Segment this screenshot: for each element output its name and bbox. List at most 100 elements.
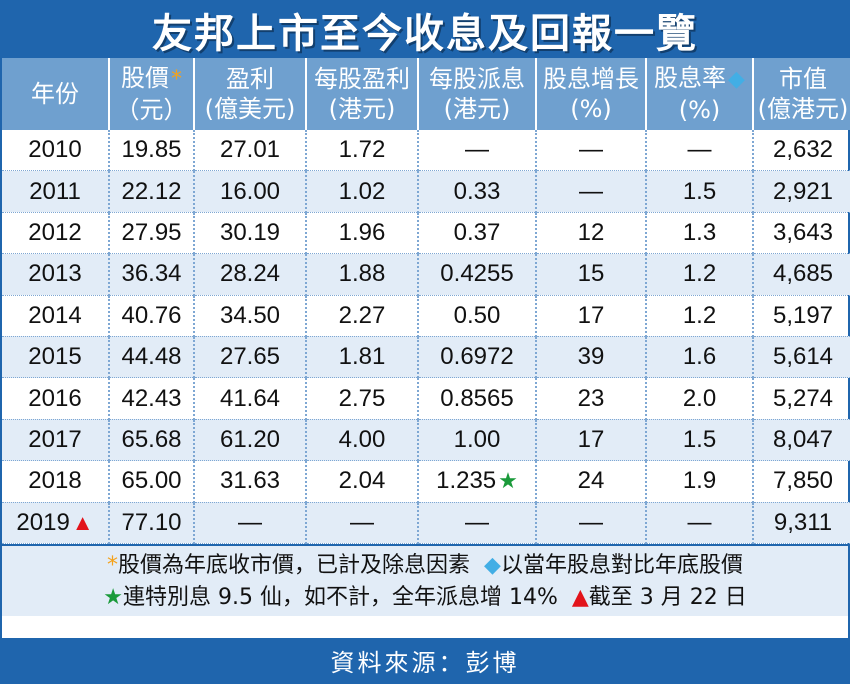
asterisk-icon: * (107, 552, 119, 578)
header-profit: 盈利 (億美元) (194, 58, 307, 130)
cell-dps: 1.00 (418, 419, 537, 462)
header-unit: (億港元) (757, 95, 849, 123)
cell-dps: 0.4255 (418, 253, 537, 296)
cell-price: 77.10 (109, 502, 195, 544)
cell-year: 2011 (2, 170, 110, 213)
footnotes: *股價為年底收市價，已計及除息因素 ◆以當年股息對比年底股價 ★連特別息 9.5… (2, 543, 848, 616)
table-row: 2017 65.68 61.20 4.00 1.00 17 1.5 8,047 (2, 419, 850, 462)
diamond-icon: ◆ (484, 552, 501, 578)
cell-cap: 5,614 (753, 336, 850, 379)
header-unit: (億美元) (204, 95, 296, 123)
cell-growth: — (536, 130, 647, 172)
cell-yield: — (646, 130, 754, 172)
cell-growth: 39 (536, 336, 647, 379)
cell-growth: 12 (536, 212, 647, 255)
cell-yield: 1.5 (646, 170, 754, 213)
cell-price: 19.85 (109, 130, 195, 172)
cell-year: 2016 (2, 377, 110, 420)
header-unit: (港元) (328, 95, 396, 123)
cell-profit: 31.63 (194, 460, 307, 503)
header-unit: （元） (115, 96, 188, 124)
cell-yield: 1.3 (646, 212, 754, 255)
table-row: 2015 44.48 27.65 1.81 0.6972 39 1.6 5,61… (2, 336, 850, 379)
title-bar: 友邦上市至今收息及回報一覽 (2, 2, 848, 58)
header-label: 每股派息 (429, 65, 525, 93)
table-row: 2012 27.95 30.19 1.96 0.37 12 1.3 3,643 (2, 212, 850, 255)
header-label: 每股盈利 (314, 65, 410, 93)
cell-profit: — (194, 502, 307, 544)
cell-price: 36.34 (109, 253, 195, 296)
cell-eps: 2.27 (306, 295, 419, 337)
cell-eps: 2.75 (306, 377, 419, 420)
cell-growth: — (536, 170, 647, 213)
table-row: 2010 19.85 27.01 1.72 — — — 2,632 (2, 130, 850, 172)
source-text: 資料來源：彭博 (330, 648, 520, 677)
footnote-triangle: 截至 3 月 22 日 (588, 584, 747, 610)
cell-yield: 1.5 (646, 419, 754, 462)
cell-profit: 28.24 (194, 253, 307, 296)
cell-cap: 5,274 (753, 377, 850, 420)
cell-eps: 1.96 (306, 212, 419, 255)
cell-dps: 0.37 (418, 212, 537, 255)
cell-year: 2014 (2, 295, 110, 337)
data-table: 年份 股價* （元） 盈利 (億美元) 每股盈利 (港元) 每股派息 (港元) (2, 58, 850, 544)
header-dividend-growth: 股息增長 (%) (536, 58, 647, 130)
cell-year: 2017 (2, 419, 110, 462)
cell-growth: 17 (536, 295, 647, 337)
cell-year: 2018 (2, 460, 110, 503)
cell-eps: 4.00 (306, 419, 419, 462)
cell-cap: 3,643 (753, 212, 850, 255)
triangle-icon: ▲ (71, 509, 94, 535)
table-row: 2014 40.76 34.50 2.27 0.50 17 1.2 5,197 (2, 295, 850, 337)
cell-cap: 5,197 (753, 295, 850, 337)
footnote-line-1: *股價為年底收市價，已計及除息因素 ◆以當年股息對比年底股價 (2, 550, 848, 582)
header-market-cap: 市值 (億港元) (753, 58, 850, 130)
star-icon: ★ (103, 584, 123, 610)
header-label: 股息增長 (543, 65, 639, 93)
table-row: 2019▲ 77.10 — — — — — 9,311 (2, 502, 850, 544)
star-icon: ★ (498, 468, 518, 494)
cell-growth: — (536, 502, 647, 544)
diamond-icon: ◆ (728, 67, 745, 92)
cell-dps: 0.50 (418, 295, 537, 337)
cell-price: 22.12 (109, 170, 195, 213)
footnote-diamond: 以當年股息對比年底股價 (500, 552, 743, 578)
cell-price: 65.00 (109, 460, 195, 503)
table-row: 2011 22.12 16.00 1.02 0.33 — 1.5 2,921 (2, 170, 850, 213)
header-eps: 每股盈利 (港元) (306, 58, 419, 130)
header-yield: 股息率◆ (%) (646, 58, 754, 130)
cell-price: 65.68 (109, 419, 195, 462)
cell-dps: 0.8565 (418, 377, 537, 420)
cell-growth: 15 (536, 253, 647, 296)
cell-year: 2012 (2, 212, 110, 255)
cell-cap: 2,632 (753, 130, 850, 172)
asterisk-icon: * (171, 67, 182, 92)
cell-dps: — (418, 130, 537, 172)
cell-price: 40.76 (109, 295, 195, 337)
graphic-title: 友邦上市至今收息及回報一覽 (152, 11, 698, 57)
cell-cap: 9,311 (753, 502, 850, 544)
cell-yield: 1.2 (646, 295, 754, 337)
header-dps: 每股派息 (港元) (418, 58, 537, 130)
cell-profit: 27.65 (194, 336, 307, 379)
cell-growth: 24 (536, 460, 647, 503)
header-label: 盈利 (226, 65, 274, 93)
header-label: 年份 (31, 80, 79, 108)
cell-yield: 2.0 (646, 377, 754, 420)
triangle-icon: ▲ (571, 584, 589, 610)
cell-profit: 16.00 (194, 170, 307, 213)
header-unit: (%) (570, 95, 612, 123)
cell-profit: 30.19 (194, 212, 307, 255)
cell-year: 2010 (2, 130, 110, 172)
source-bar: 資料來源：彭博 (2, 638, 848, 682)
cell-cap: 7,850 (753, 460, 850, 503)
table-row: 2018 65.00 31.63 2.04 1.235★ 24 1.9 7,85… (2, 460, 850, 503)
cell-profit: 61.20 (194, 419, 307, 462)
footnote-asterisk: 股價為年底收市價，已計及除息因素 (118, 552, 471, 578)
table-row: 2016 42.43 41.64 2.75 0.8565 23 2.0 5,27… (2, 377, 850, 420)
cell-dps: 0.6972 (418, 336, 537, 379)
header-label: 股價* (121, 64, 182, 92)
header-label: 市值 (779, 65, 827, 93)
cell-year: 2019▲ (2, 502, 110, 544)
